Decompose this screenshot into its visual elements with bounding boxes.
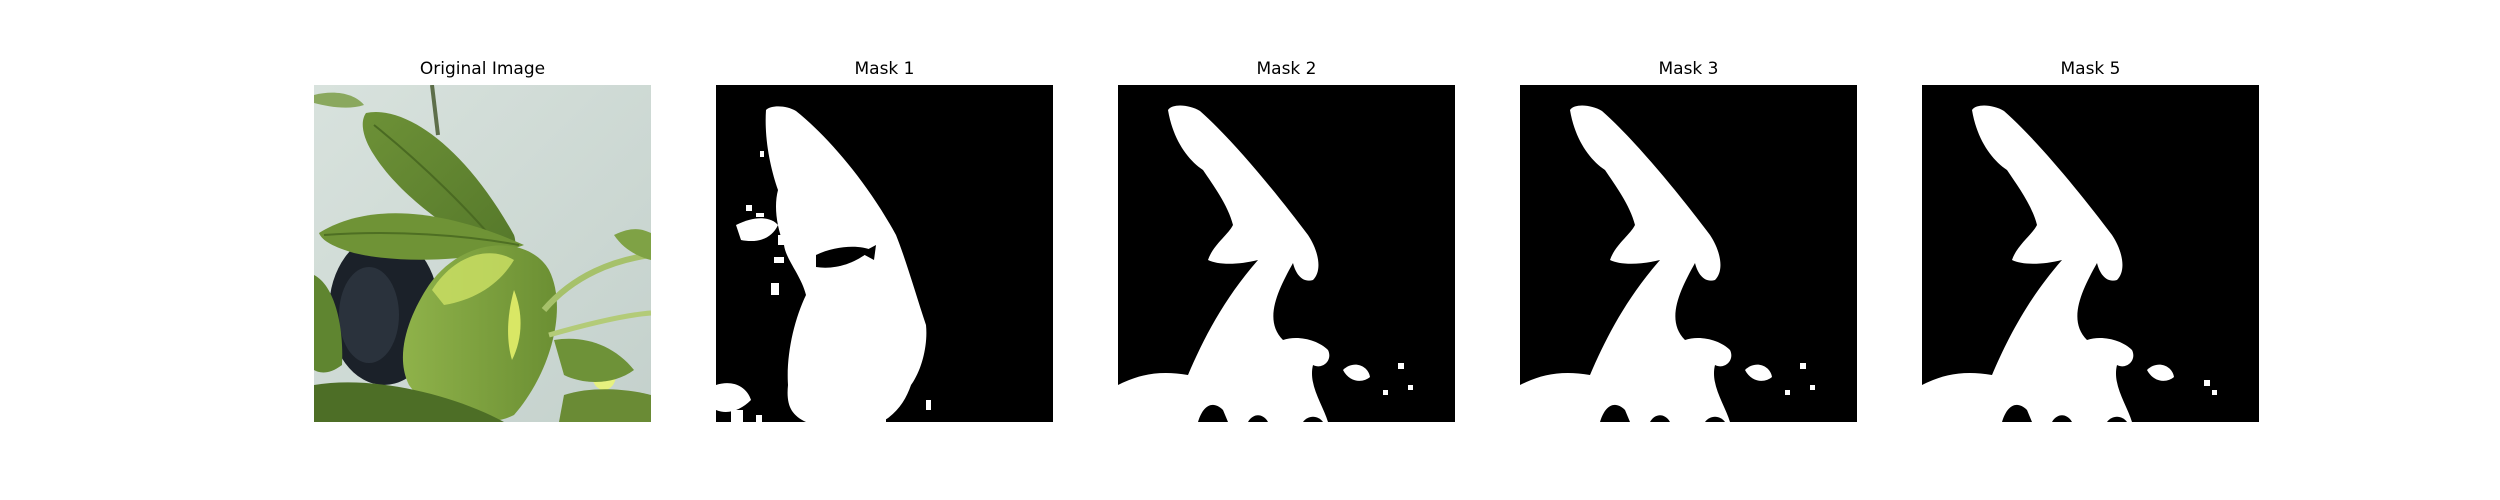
original-photo: [314, 85, 651, 422]
mask-shape: [1922, 105, 2217, 422]
mask-2-image: [1118, 85, 1455, 422]
panel-title: Mask 3: [1658, 59, 1719, 79]
panel-original-image: Original Image: [314, 0, 651, 430]
mask-1-image: [716, 85, 1053, 422]
mask-5-image: [1922, 85, 2259, 422]
mask-3-image: [1520, 85, 1857, 422]
panel-mask-2: Mask 2: [1118, 0, 1455, 430]
mask-shape: [1520, 105, 1815, 422]
panel-title: Original Image: [419, 59, 546, 79]
panel-mask-1: Mask 1: [716, 0, 1053, 430]
panel-mask-3: Mask 3: [1520, 0, 1857, 430]
panel-title: Mask 1: [854, 59, 915, 79]
panel-title: Mask 5: [2060, 59, 2121, 79]
panel-title: Mask 2: [1256, 59, 1317, 79]
mask-shape: [1118, 105, 1413, 422]
panel-mask-5: Mask 5: [1922, 0, 2259, 430]
